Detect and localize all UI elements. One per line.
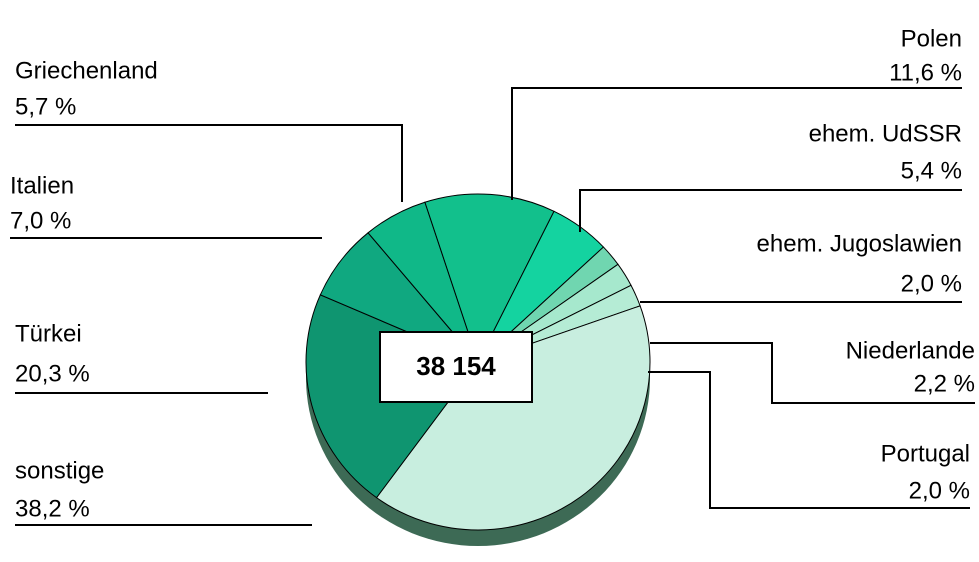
labels: Polen 11,6 % ehem. UdSSR 5,4 % ehem. Jugosla… <box>10 25 975 526</box>
slice-value-label: 5,4 % <box>901 157 962 184</box>
slice-value-label: 2,0 % <box>909 477 970 504</box>
leader-line <box>511 87 962 200</box>
slice-value-label: 11,6 % <box>889 59 962 86</box>
slice-value-label: 38,2 % <box>15 495 90 522</box>
slice-label: Türkei <box>15 320 82 347</box>
center-box <box>379 331 533 403</box>
pie-slice <box>424 193 555 364</box>
pie-slice <box>367 201 479 363</box>
leader-line <box>650 342 975 404</box>
slice-label: Polen <box>901 25 962 52</box>
slice-label: Niederlande <box>846 337 975 364</box>
slice-label: Portugal <box>881 440 970 467</box>
leader-line <box>15 124 403 202</box>
leader-line <box>648 371 970 509</box>
leader-line <box>579 189 962 232</box>
slice-value-label: 7,0 % <box>10 207 71 234</box>
slice-label: Italien <box>10 172 74 199</box>
pie-slice <box>375 305 651 531</box>
slice-label: Griechenland <box>15 57 158 84</box>
slice-label: ehem. Jugoslawien <box>757 230 962 257</box>
slice-label: ehem. UdSSR <box>809 120 962 147</box>
slice-label: sonstige <box>15 457 104 484</box>
slice-value-label: 2,2 % <box>914 370 975 397</box>
center-label: 38 154 <box>416 351 496 381</box>
slice-value-label: 2,0 % <box>901 270 962 297</box>
slice-value-label: 20,3 % <box>15 360 90 387</box>
slice-value-label: 5,7 % <box>15 93 76 120</box>
